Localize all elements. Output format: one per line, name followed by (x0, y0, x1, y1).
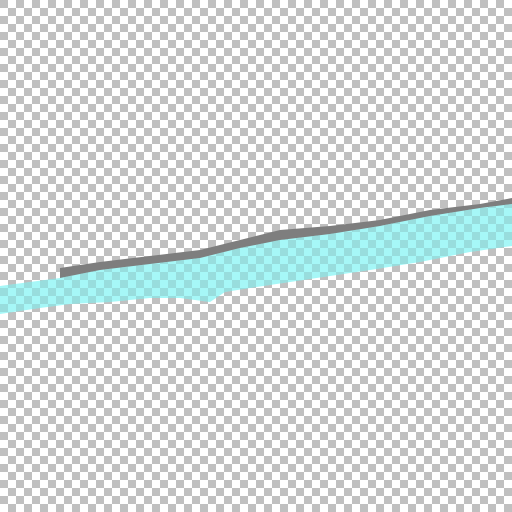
transparency-checkerboard (0, 0, 512, 512)
image-canvas (0, 0, 512, 512)
